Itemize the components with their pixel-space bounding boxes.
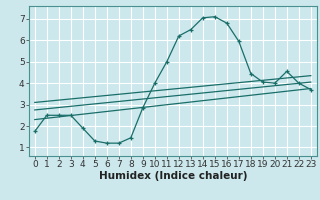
X-axis label: Humidex (Indice chaleur): Humidex (Indice chaleur) xyxy=(99,171,247,181)
